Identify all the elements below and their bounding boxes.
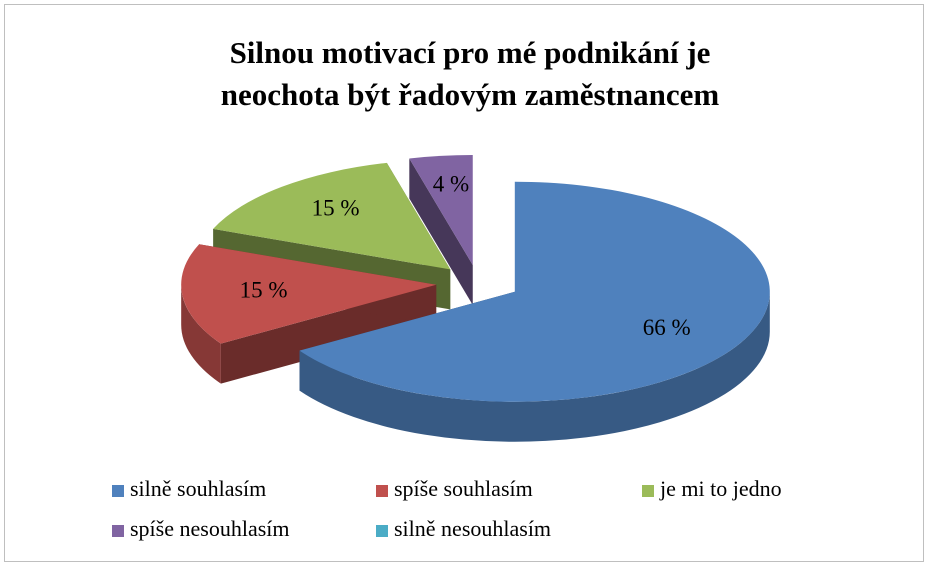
- legend-swatch: [112, 525, 124, 537]
- data-label: 15 %: [240, 277, 288, 302]
- data-label: 66 %: [643, 315, 691, 340]
- legend-swatch: [112, 485, 124, 497]
- slice-rim: [181, 284, 221, 384]
- slice: [181, 244, 437, 344]
- slice: [213, 162, 451, 270]
- legend-label: silně souhlasím: [130, 476, 266, 501]
- chart-title: Silnou motivací pro mé podnikání je: [230, 35, 711, 70]
- slice: [299, 181, 770, 402]
- slice: [409, 155, 473, 266]
- legend-swatch: [642, 485, 654, 497]
- legend-swatch: [376, 485, 388, 497]
- chart-title: neochota být řadovým zaměstnancem: [221, 77, 720, 112]
- legend-label: spíše nesouhlasím: [130, 516, 290, 541]
- legend-label: silně nesouhlasím: [394, 516, 551, 541]
- slice-side: [409, 158, 473, 306]
- legend-label: je mi to jedno: [659, 476, 782, 501]
- slice-rim: [299, 291, 770, 442]
- data-label: 4 %: [433, 172, 469, 197]
- data-label: 15 %: [312, 195, 360, 220]
- legend-label: spíše souhlasím: [394, 476, 533, 501]
- legend-swatch: [376, 525, 388, 537]
